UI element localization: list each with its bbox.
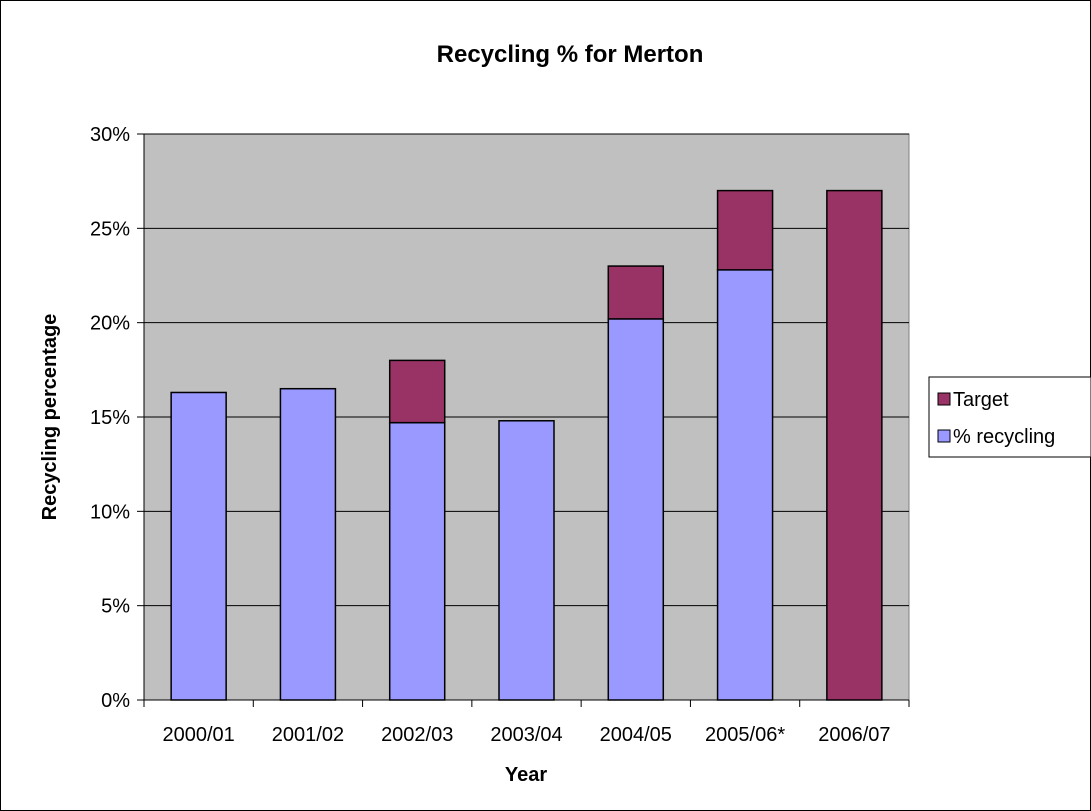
x-tick-labels: 2000/01 2001/02 2002/03 2003/04 2004/05 2005/… — [162, 724, 890, 746]
x-tick-label: 2005/06* — [705, 724, 785, 746]
bar-recycling — [170, 391, 227, 701]
axes — [137, 133, 910, 707]
x-tick-label: 2002/03 — [381, 724, 453, 746]
chart-title: Recycling % for Merton — [437, 41, 704, 68]
legend-swatch — [937, 392, 951, 406]
x-tick-label: 2000/01 — [162, 724, 234, 746]
bar-target — [607, 265, 665, 320]
y-tick-label: 15% — [90, 407, 130, 429]
x-tick-label: 2006/07 — [818, 724, 890, 746]
y-tick-label: 10% — [90, 501, 130, 523]
y-tick-label: 20% — [90, 313, 130, 335]
x-tick-label: 2004/05 — [600, 724, 672, 746]
y-tick-labels: 0% 5% 10% 15% 20% 25% 30% — [90, 124, 130, 712]
legend-swatch — [937, 429, 951, 443]
bar-target — [716, 189, 774, 271]
bars — [170, 189, 883, 701]
bar-recycling — [607, 318, 665, 701]
legend: Target % recycling — [928, 376, 1091, 458]
legend-label: Target — [953, 389, 1009, 411]
bar-target — [388, 359, 446, 424]
x-tick-label: 2001/02 — [272, 724, 344, 746]
bar-recycling — [716, 269, 774, 701]
y-tick-label: 30% — [90, 124, 130, 146]
legend-box — [928, 376, 1091, 458]
bar-recycling — [388, 421, 446, 701]
bar-target — [826, 189, 883, 701]
y-tick-label: 5% — [101, 596, 130, 618]
bar-recycling — [498, 420, 555, 701]
bar-recycling — [279, 387, 337, 701]
y-axis-title: Recycling percentage — [39, 314, 61, 521]
y-tick-label: 25% — [90, 218, 130, 240]
x-tick-label: 2003/04 — [490, 724, 562, 746]
legend-label: % recycling — [953, 426, 1055, 448]
x-axis-title: Year — [505, 764, 547, 786]
y-tick-label: 0% — [101, 690, 130, 712]
